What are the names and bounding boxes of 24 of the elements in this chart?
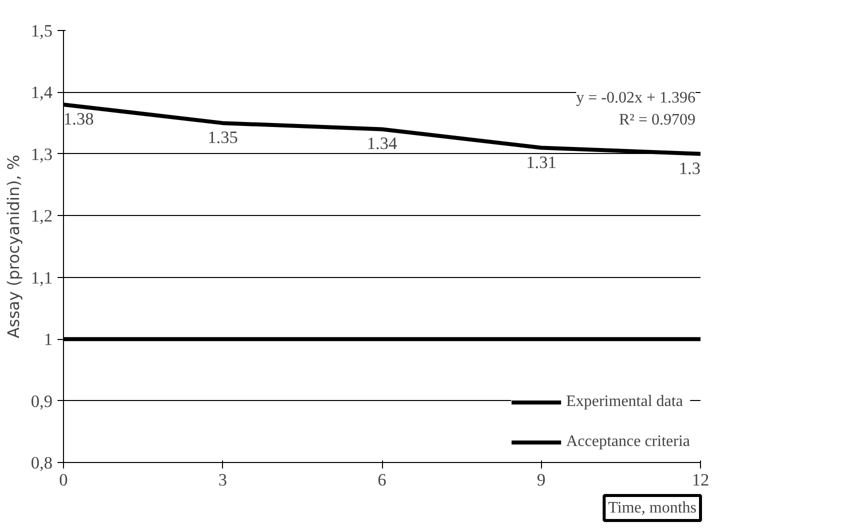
x-tick-label: 6 — [378, 470, 387, 490]
y-tick-label: 1 — [44, 330, 53, 350]
y-tick-label: 0,8 — [30, 454, 53, 472]
y-axis-title: Assay (procyanidin), % — [4, 154, 23, 338]
x-tick-label: 9 — [536, 470, 546, 490]
legend-label: Experimental data — [566, 393, 683, 411]
y-tick-label: 1,2 — [30, 206, 53, 226]
x-tick-label: 3 — [218, 470, 228, 490]
legend-label: Acceptance criteria — [566, 433, 690, 451]
data-label: 1.3 — [678, 158, 701, 178]
data-label: 1.34 — [366, 134, 398, 154]
data-label: 1.38 — [64, 110, 94, 129]
y-tick-label: 1,5 — [30, 22, 53, 40]
y-tick-label: 0,9 — [30, 392, 53, 411]
data-label: 1.31 — [526, 152, 556, 172]
annotation: y = -0.02x + 1.396 — [576, 90, 696, 106]
x-tick-label: 12 — [692, 470, 710, 490]
y-tick-label: 1,4 — [30, 83, 53, 102]
x-axis-title: Time, months — [608, 500, 697, 516]
x-tick-label: 0 — [59, 470, 68, 490]
y-tick-label: 1,1 — [30, 268, 53, 288]
data-label: 1.35 — [208, 128, 238, 148]
y-tick-label: 1,3 — [30, 144, 53, 164]
annotation: R² = 0.9709 — [619, 112, 696, 128]
